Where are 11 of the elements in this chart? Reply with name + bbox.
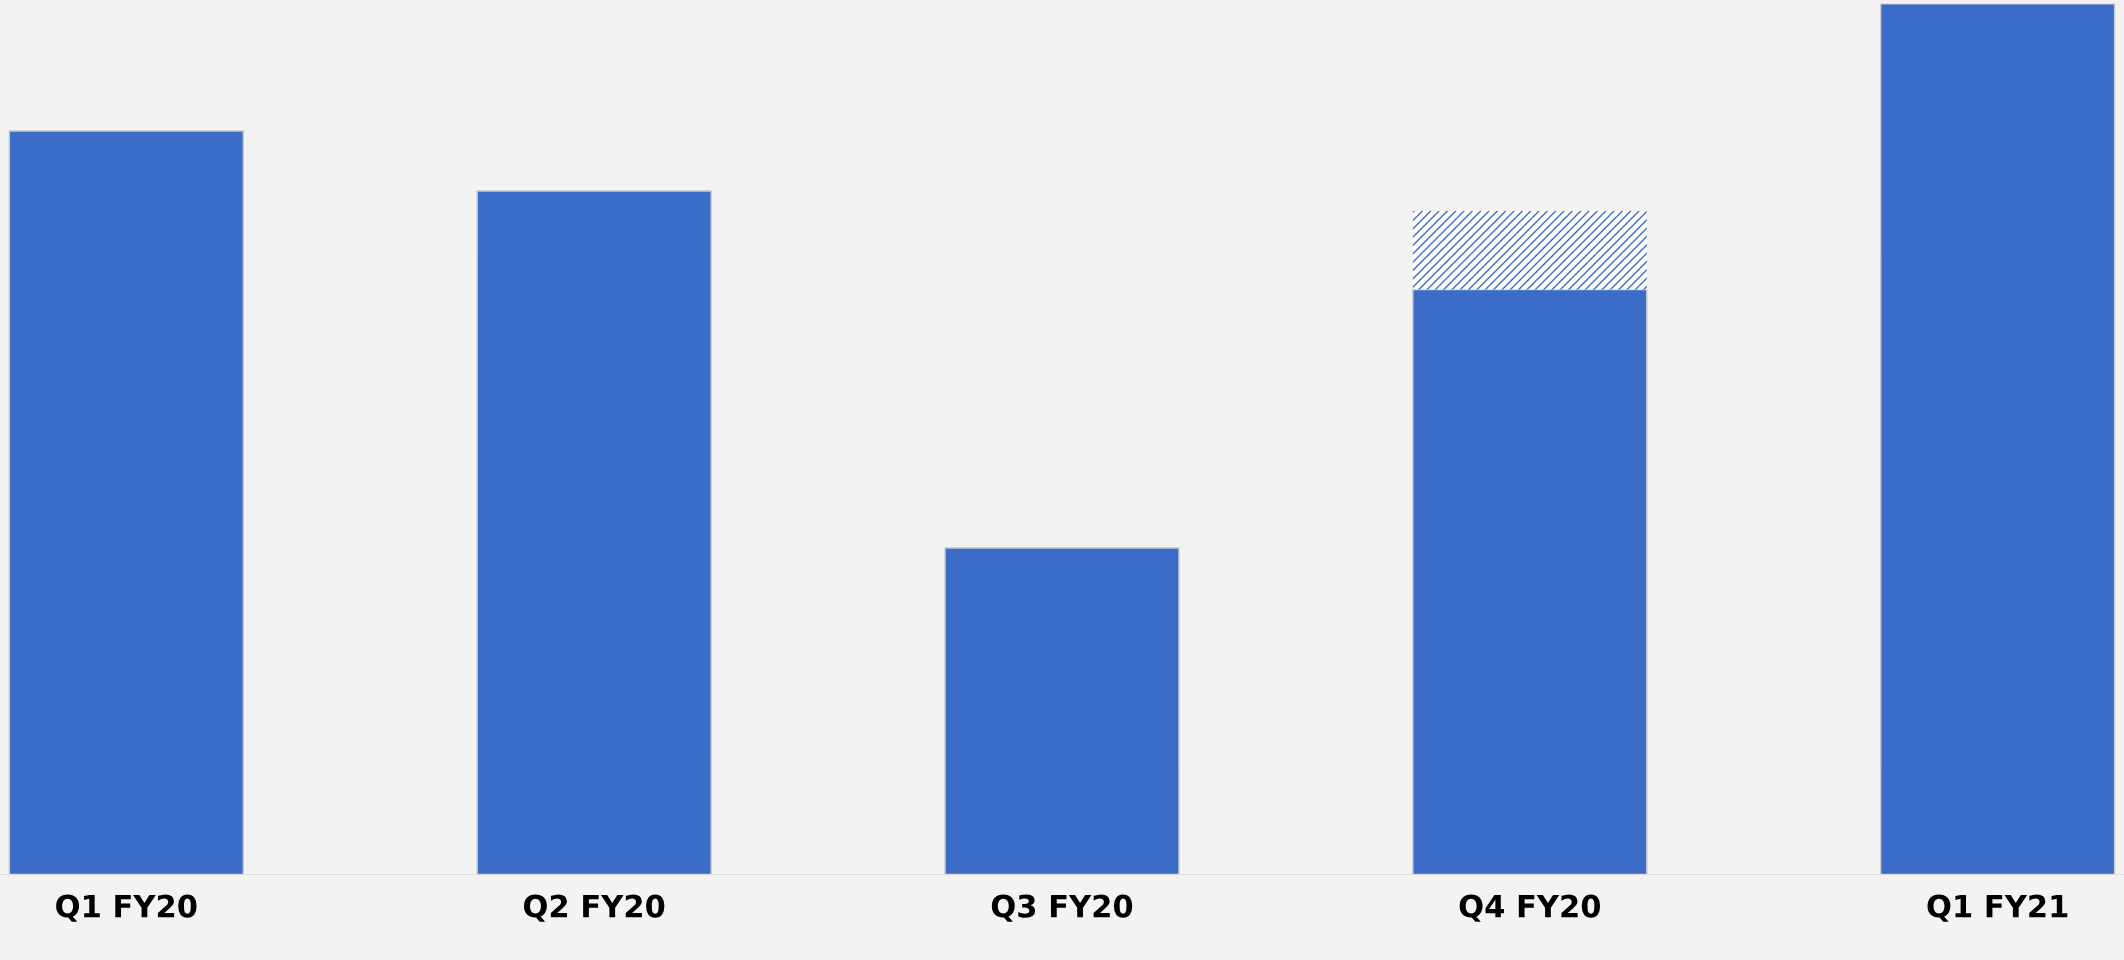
bar [1412, 288, 1648, 875]
bar [8, 130, 244, 875]
bar [944, 547, 1180, 875]
bar [1880, 3, 2116, 875]
bar [476, 190, 712, 875]
x-tick-label: Q2 FY20 [523, 894, 665, 922]
x-tick-label: Q1 FY20 [56, 894, 197, 922]
x-tick-label: Q3 FY20 [991, 894, 1133, 922]
x-tick-label: Q4 FY20 [1459, 894, 1601, 922]
bar [1412, 211, 1647, 290]
x-tick-label: Q1 FY21 [1927, 894, 2068, 922]
